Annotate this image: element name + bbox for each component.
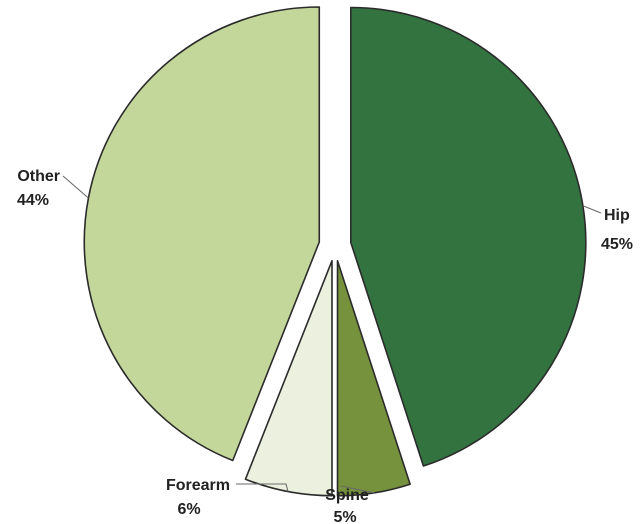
slice-label-spine: Spine	[325, 487, 369, 504]
pie-slice-other	[83, 6, 321, 462]
slice-label-hip: Hip	[604, 207, 630, 224]
pie-slice-hip	[350, 6, 587, 467]
slice-label-other: Other	[17, 168, 60, 185]
slice-pct-hip: 45%	[601, 236, 633, 253]
leader-line-spine	[340, 485, 375, 494]
leader-line-forearm	[236, 483, 289, 492]
pie-slices	[83, 6, 587, 497]
slice-label-forearm: Forearm	[166, 477, 230, 494]
slice-pct-spine: 5%	[333, 509, 356, 524]
leader-line-hip	[582, 205, 602, 214]
slice-pct-other: 44%	[17, 192, 49, 209]
slice-pct-forearm: 6%	[177, 501, 200, 518]
leader-line-other	[62, 175, 89, 199]
leader-lines	[62, 175, 602, 494]
